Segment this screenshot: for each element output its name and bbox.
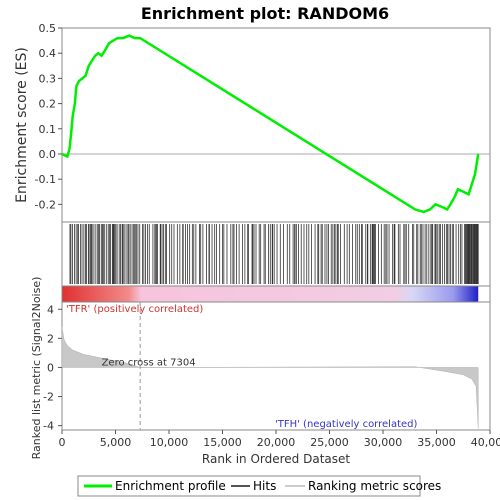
x-axis-ticks: 0 5,000 10,000 15,000 20,000 25,000 30,000 35,0…	[59, 430, 500, 449]
x-tick-label: 20,000	[257, 436, 296, 449]
x-axis-label: Rank in Ordered Dataset	[202, 452, 350, 466]
x-tick-label: 40,000	[471, 436, 500, 449]
negative-correlation-label: 'TFH' (negatively correlated)	[275, 419, 417, 430]
hits-panel	[61, 221, 491, 287]
x-tick-label: 5,000	[100, 436, 132, 449]
legend: Enrichment profile Hits Ranking metric s…	[77, 475, 441, 497]
metric-y-tick-label: 0	[47, 361, 54, 374]
rank-gradient	[62, 286, 479, 302]
x-tick-label: 15,000	[203, 436, 242, 449]
es-y-ticks: 0.5 0.4 0.3 0.2 0.1 0.0 -0.1 -0.2	[35, 22, 62, 211]
metric-area	[61, 326, 479, 429]
x-tick-label: 35,000	[417, 436, 456, 449]
es-y-tick-label: 0.2	[39, 98, 57, 111]
es-y-tick-label: 0.3	[39, 72, 57, 85]
metric-y-ticks: 4 2 0 -2 -4	[43, 303, 62, 433]
legend-enrichment-label: Enrichment profile	[115, 479, 226, 493]
zero-cross-label: Zero cross at 7304	[102, 357, 196, 368]
x-tick-label: 0	[59, 436, 66, 449]
positive-correlation-label: 'TFR' (positively correlated)	[66, 304, 203, 315]
legend-metric-label: Ranking metric scores	[308, 479, 441, 493]
es-panel: 0.5 0.4 0.3 0.2 0.1 0.0 -0.1 -0.2 Enrichment sc…	[14, 22, 491, 223]
x-tick-label: 25,000	[310, 436, 349, 449]
metric-y-tick-label: -4	[43, 420, 54, 433]
chart-title: Enrichment plot: RANDOM6	[141, 4, 389, 23]
metric-y-tick-label: 2	[47, 332, 54, 345]
x-tick-label: 30,000	[364, 436, 403, 449]
metric-panel: 4 2 0 -2 -4 Zero cross at 7304 'TFR' (positi…	[30, 277, 491, 460]
es-series-line	[61, 34, 480, 214]
es-y-tick-label: 0.5	[39, 22, 57, 35]
es-y-tick-label: 0.0	[39, 148, 57, 161]
legend-hits-label: Hits	[253, 479, 276, 493]
es-plot-frame	[61, 27, 491, 223]
metric-y-tick-label: 4	[47, 303, 54, 316]
es-y-tick-label: 0.1	[39, 123, 57, 136]
x-tick-label: 10,000	[150, 436, 189, 449]
hit-marks	[69, 224, 479, 284]
es-y-tick-label: 0.4	[39, 47, 57, 60]
metric-y-tick-label: -2	[43, 391, 54, 404]
rank-color-bar	[61, 285, 491, 303]
es-y-tick-label: -0.2	[35, 198, 56, 211]
es-y-axis-label: Enrichment score (ES)	[14, 47, 30, 203]
es-y-tick-label: -0.1	[35, 173, 56, 186]
metric-y-axis-label: Ranked list metric (Signal2Noise)	[30, 277, 43, 460]
